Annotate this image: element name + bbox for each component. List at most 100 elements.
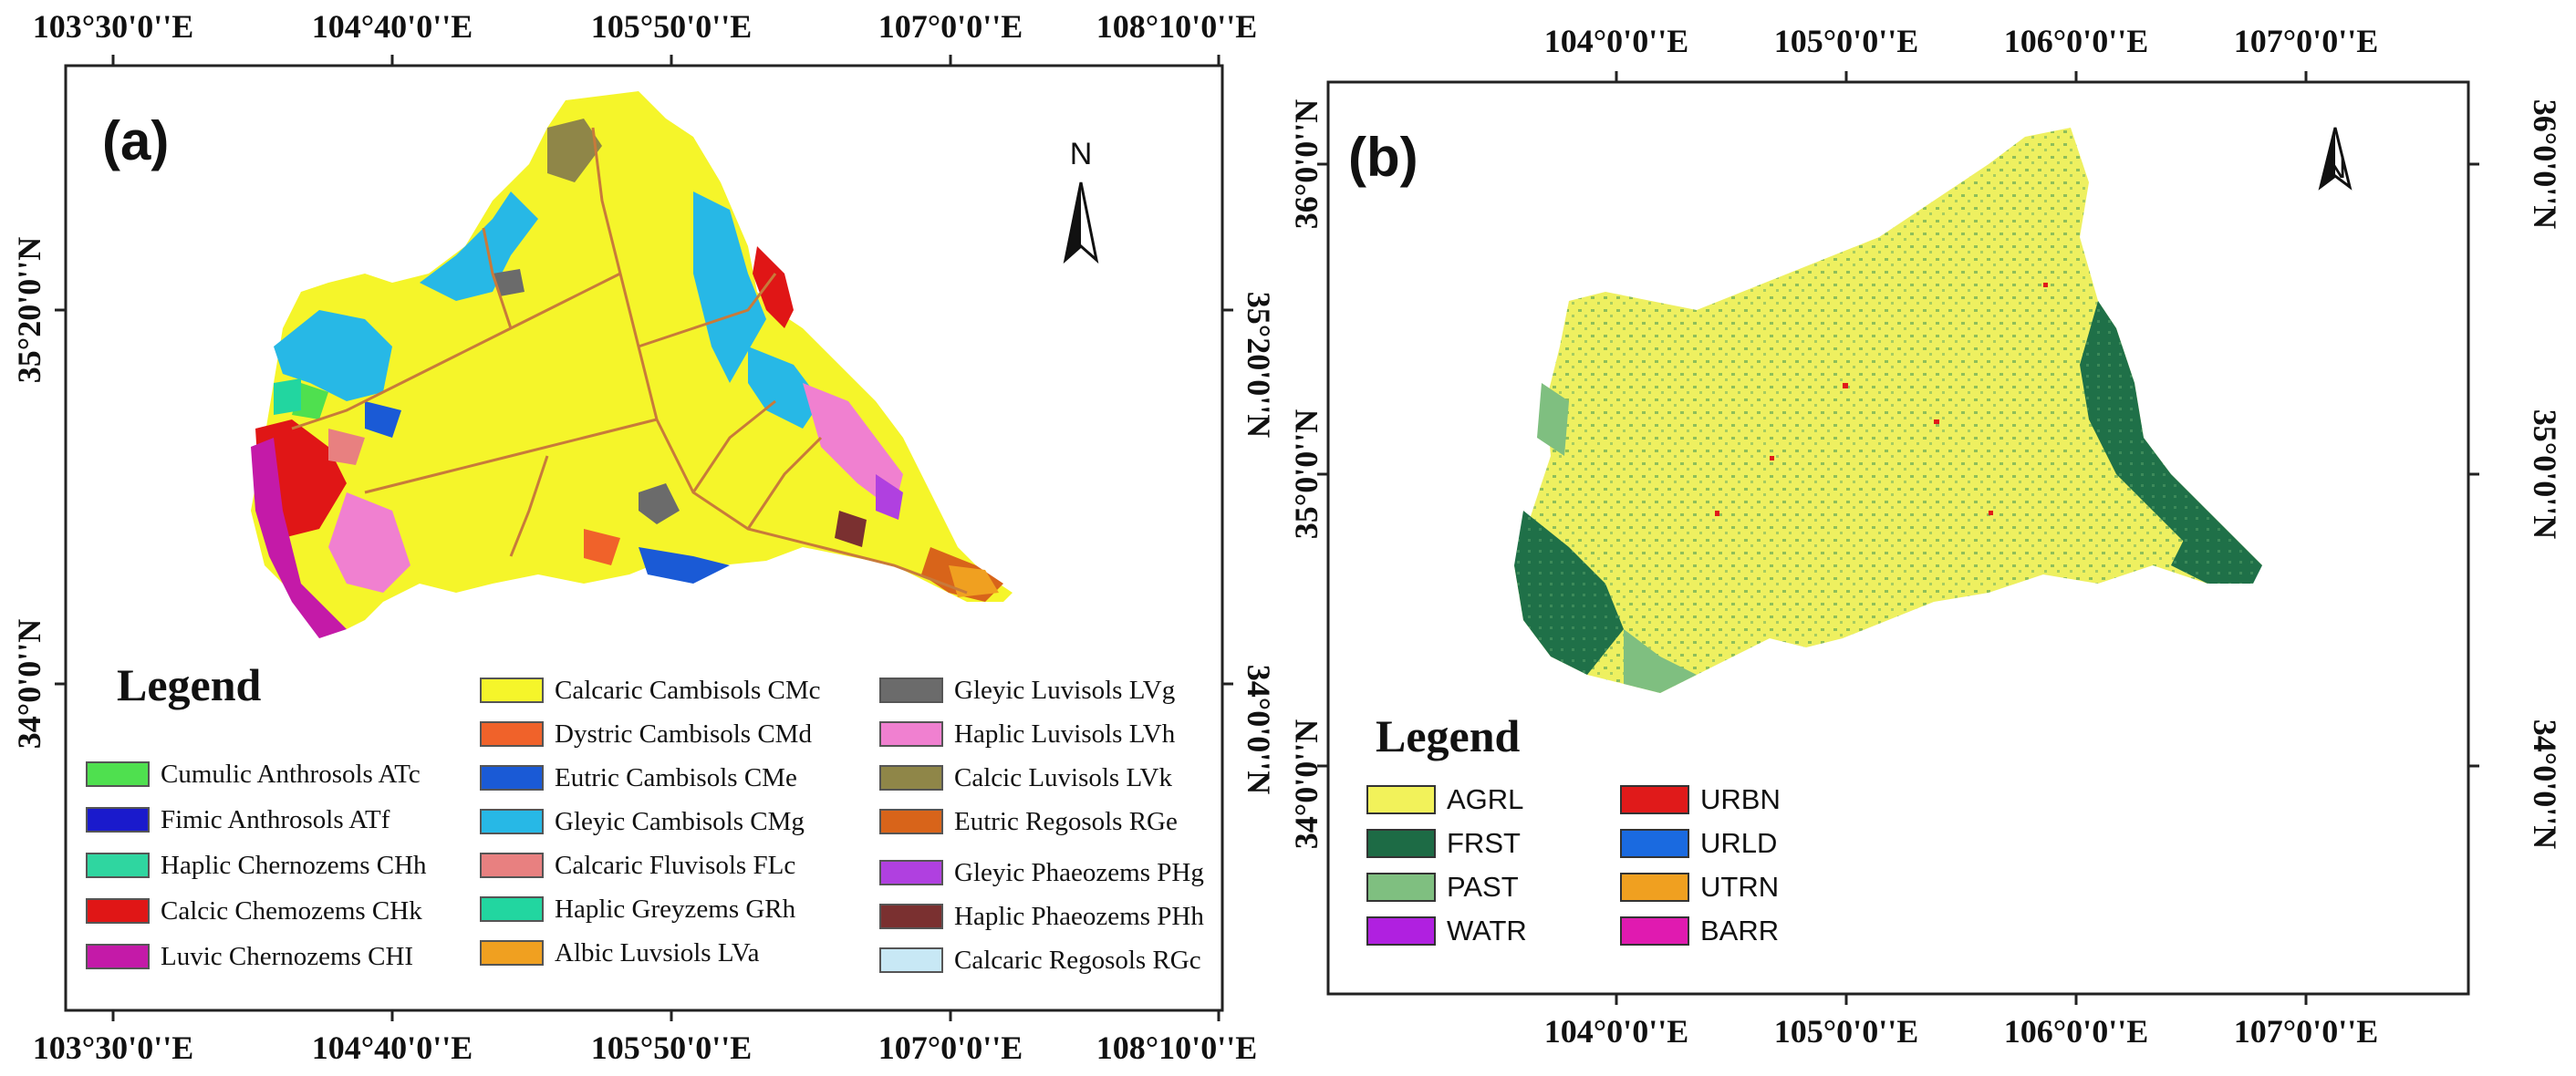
legend-label: PAST bbox=[1447, 871, 1519, 903]
land-use-map bbox=[1514, 128, 2262, 693]
legend-item-haplic-greyzems: Haplic Greyzems GRh bbox=[480, 892, 795, 926]
panel-b-label: (b) bbox=[1348, 127, 1418, 188]
legend-swatch bbox=[1366, 873, 1436, 902]
legend-item-eutric-cambisols: Eutric Cambisols CMe bbox=[480, 760, 797, 795]
soil-region-luvic-chernozems bbox=[251, 438, 347, 638]
legend-label: Calcaric Regosols RGc bbox=[954, 945, 1201, 975]
legend-item-watr: WATR bbox=[1366, 914, 1527, 948]
legend-label: Calcic Chemozems CHk bbox=[161, 895, 422, 926]
legend-item-haplic-phaeozems: Haplic Phaeozems PHh bbox=[879, 899, 1204, 934]
legend-item-utrn: UTRN bbox=[1620, 870, 1779, 905]
panel-b: 104°0'0''E 105°0'0''E 106°0'0''E 107°0'0… bbox=[1288, 0, 2576, 1076]
soil-region-gleyic-luvisols-2 bbox=[493, 269, 525, 296]
panel-a-top-tick-label-3: 105°50'0''E bbox=[590, 8, 753, 45]
legend-item-gleyic-luvisols: Gleyic Luvisols LVg bbox=[879, 673, 1175, 708]
legend-item-albic-luvisols: Albic Luvsiols LVa bbox=[480, 936, 759, 970]
panel-a-bottom-tick-label-3: 105°50'0''E bbox=[590, 1029, 753, 1066]
land-use-urbn-spots bbox=[1715, 283, 2048, 516]
panel-a-map-frame bbox=[55, 55, 1233, 1021]
land-use-frst-east bbox=[2080, 301, 2262, 584]
soil-region-calcic-chernozems-east bbox=[753, 246, 794, 328]
legend-item-cumulic-anthrosols: Cumulic Anthrosols ATc bbox=[86, 757, 421, 791]
panel-b-top-tick-label-4: 107°0'0''E bbox=[2233, 23, 2379, 59]
legend-item-urld: URLD bbox=[1620, 826, 1777, 861]
legend-swatch bbox=[86, 944, 150, 969]
legend-item-gleyic-phaeozems: Gleyic Phaeozems PHg bbox=[879, 855, 1204, 890]
legend-label: Luvic Chernozems CHI bbox=[161, 941, 414, 971]
soil-region-gleyic-cambisols-north bbox=[420, 191, 538, 301]
legend-swatch bbox=[86, 853, 150, 878]
legend-item-gleyic-cambisols: Gleyic Cambisols CMg bbox=[480, 804, 805, 839]
legend-swatch bbox=[480, 765, 544, 791]
legend-swatch bbox=[879, 678, 943, 703]
panel-a-right-tick-label-1: 35°20'0''N bbox=[1241, 291, 1277, 439]
legend-swatch bbox=[480, 896, 544, 922]
panel-b-side-tick-marks bbox=[1317, 162, 2479, 768]
soil-region-gleyic-phaeozems bbox=[876, 474, 903, 520]
panel-a-top-tick-label-4: 107°0'0''E bbox=[878, 8, 1023, 45]
legend-item-haplic-luvisols: Haplic Luvisols LVh bbox=[879, 717, 1175, 751]
legend-label: Gleyic Cambisols CMg bbox=[555, 806, 805, 836]
legend-item-barr: BARR bbox=[1620, 914, 1779, 948]
panel-b-bottom-tick-label-4: 107°0'0''E bbox=[2233, 1013, 2379, 1050]
legend-label: URLD bbox=[1700, 827, 1778, 859]
panel-b-right-tick-label-1: 36°0'0''N bbox=[2527, 98, 2563, 230]
legend-swatch bbox=[879, 947, 943, 973]
legend-item-frst: FRST bbox=[1366, 826, 1521, 861]
legend-item-calcic-luvisols: Calcic Luvisols LVk bbox=[879, 760, 1172, 795]
soil-region-calcic-luvisols bbox=[547, 119, 602, 182]
panel-b-map-frame bbox=[1317, 71, 2479, 1005]
panel-a-bottom-tick-label-4: 107°0'0''E bbox=[878, 1029, 1023, 1066]
soil-region-haplic-greyzems bbox=[274, 378, 301, 415]
legend-label: FRST bbox=[1447, 827, 1521, 859]
legend-swatch bbox=[1366, 916, 1436, 946]
soil-region-eutric-cambisols-2 bbox=[365, 401, 401, 438]
legend-swatch bbox=[1620, 873, 1689, 902]
soil-region-gleyic-luvisols bbox=[639, 483, 680, 524]
panel-a-north-arrow-icon bbox=[1063, 181, 1099, 264]
panel-a-left-tick-label-2: 34°0'0''N bbox=[11, 618, 47, 750]
panel-b-north-arrow-icon bbox=[2318, 127, 2353, 191]
legend-swatch bbox=[86, 761, 150, 787]
legend-swatch bbox=[879, 860, 943, 885]
legend-swatch bbox=[1366, 785, 1436, 814]
panel-a-top-tick-label-5: 108°10'0''E bbox=[1096, 8, 1258, 45]
legend-swatch bbox=[480, 809, 544, 834]
legend-swatch bbox=[1366, 829, 1436, 858]
legend-label: Calcic Luvisols LVk bbox=[954, 762, 1172, 792]
panel-a-legend-title: Legend bbox=[117, 659, 262, 710]
legend-label: BARR bbox=[1700, 915, 1780, 947]
legend-swatch bbox=[480, 678, 544, 703]
legend-item-eutric-regosols: Eutric Regosols RGe bbox=[879, 804, 1178, 839]
legend-item-haplic-chernozems: Haplic Chernozems CHh bbox=[86, 848, 427, 883]
panel-a-bottom-tick-marks bbox=[111, 1010, 1220, 1021]
legend-swatch bbox=[879, 765, 943, 791]
legend-item-luvic-chernozems: Luvic Chernozems CHI bbox=[86, 939, 413, 974]
legend-item-calcaric-regosols: Calcaric Regosols RGc bbox=[879, 943, 1201, 978]
legend-label: Albic Luvsiols LVa bbox=[555, 937, 760, 967]
legend-item-urbn: URBN bbox=[1620, 782, 1781, 817]
panel-b-left-tick-label-3: 34°0'0''N bbox=[1288, 719, 1324, 850]
panel-a-left-tick-label-1: 35°20'0''N bbox=[11, 236, 47, 384]
soil-region-calcaric-cambisols bbox=[251, 91, 1013, 629]
legend-swatch bbox=[86, 898, 150, 924]
legend-swatch bbox=[879, 721, 943, 747]
panel-b-right-tick-label-3: 34°0'0''N bbox=[2527, 719, 2563, 850]
legend-item-agrl: AGRL bbox=[1366, 782, 1523, 817]
soil-region-eutric-cambisols-1 bbox=[639, 547, 730, 584]
river-network bbox=[291, 127, 968, 595]
panel-a: 103°30'0''E 104°40'0''E 105°50'0''E 107°… bbox=[11, 8, 1277, 1066]
panel-b-bottom-tick-label-3: 106°0'0''E bbox=[2003, 1013, 2149, 1050]
panel-a-top-tick-label-1: 103°30'0''E bbox=[32, 8, 194, 45]
soil-region-haplic-luvisols-west bbox=[328, 492, 410, 593]
legend-swatch bbox=[1620, 829, 1689, 858]
panel-b-left-tick-label-1: 36°0'0''N bbox=[1288, 98, 1324, 230]
legend-swatch bbox=[1620, 785, 1689, 814]
legend-label: Dystric Cambisols CMd bbox=[555, 719, 812, 749]
panel-a-right-tick-label-2: 34°0'0''N bbox=[1241, 664, 1277, 795]
legend-item-fimic-anthrosols: Fimic Anthrosols ATf bbox=[86, 802, 390, 837]
legend-swatch bbox=[1620, 916, 1689, 946]
panel-b-top-tick-label-3: 106°0'0''E bbox=[2003, 23, 2149, 59]
soil-map bbox=[251, 91, 1013, 638]
soil-region-gleyic-cambisols-west bbox=[274, 310, 392, 401]
